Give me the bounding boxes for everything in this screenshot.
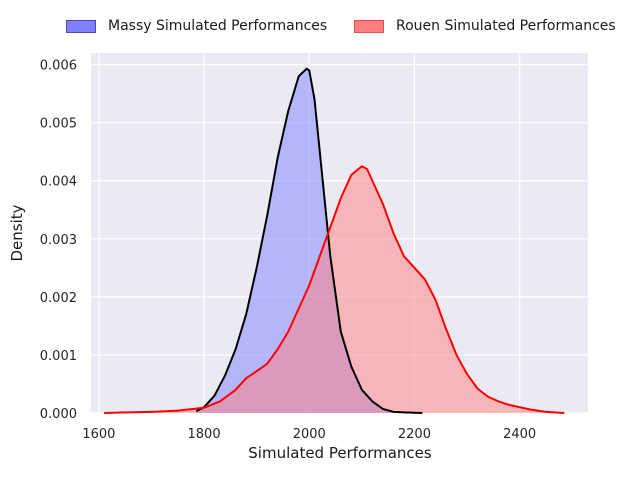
x-axis-label: Simulated Performances xyxy=(248,444,432,462)
legend-item-rouen: Rouen Simulated Performances xyxy=(354,18,616,34)
density-line-massy xyxy=(195,67,423,414)
legend-swatch-rouen xyxy=(354,19,384,33)
y-axis-label: Density xyxy=(8,204,26,262)
x-tick-label: 1600 xyxy=(82,427,115,442)
legend: Massy Simulated Performances Rouen Simul… xyxy=(0,18,640,42)
y-axis-ticks: 0.000 0.001 0.002 0.003 0.004 0.005 0.006 xyxy=(40,59,77,422)
legend-label-massy: Massy Simulated Performances xyxy=(108,18,328,34)
y-tick-label: 0.004 xyxy=(40,175,77,190)
x-tick-label: 2400 xyxy=(503,427,536,442)
legend-item-massy: Massy Simulated Performances xyxy=(66,18,327,34)
y-tick-label: 0.005 xyxy=(40,117,77,132)
y-tick-label: 0.002 xyxy=(40,291,77,306)
y-tick-label: 0.006 xyxy=(40,59,77,74)
density-area-massy xyxy=(196,68,423,414)
y-tick-label: 0.003 xyxy=(40,233,77,248)
y-tick-label: 0.001 xyxy=(40,349,77,364)
x-axis-ticks: 1600 1800 2000 2200 2400 xyxy=(82,427,536,442)
x-tick-label: 2200 xyxy=(398,427,431,442)
x-tick-label: 2000 xyxy=(293,427,326,442)
legend-swatch-massy xyxy=(66,19,96,33)
x-tick-label: 1800 xyxy=(188,427,221,442)
y-tick-label: 0.000 xyxy=(40,407,77,422)
density-lines xyxy=(104,67,565,414)
legend-label-rouen: Rouen Simulated Performances xyxy=(396,18,616,34)
density-line-rouen xyxy=(104,165,565,414)
